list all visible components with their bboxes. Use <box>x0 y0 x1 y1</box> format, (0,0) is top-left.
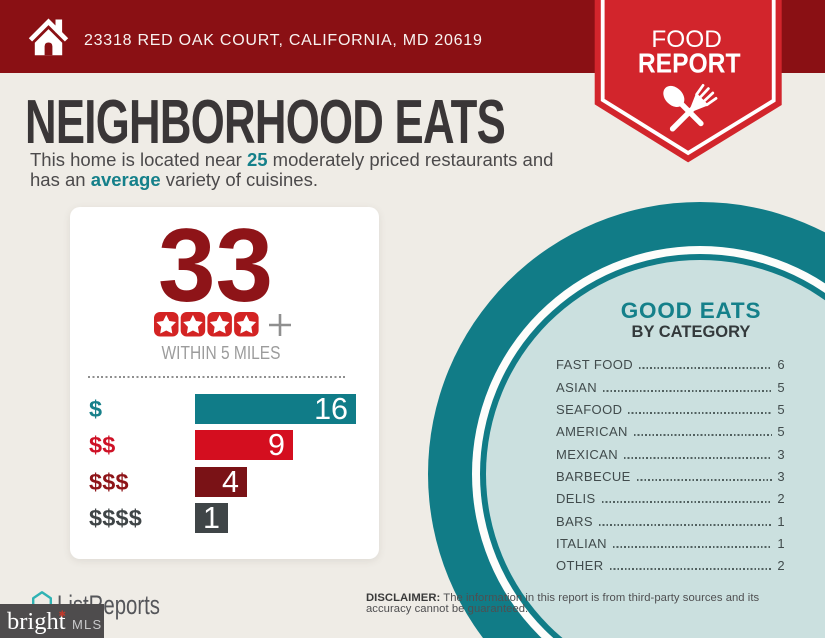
svg-text:FOOD: FOOD <box>651 26 721 53</box>
svg-text:REPORT: REPORT <box>638 48 741 79</box>
